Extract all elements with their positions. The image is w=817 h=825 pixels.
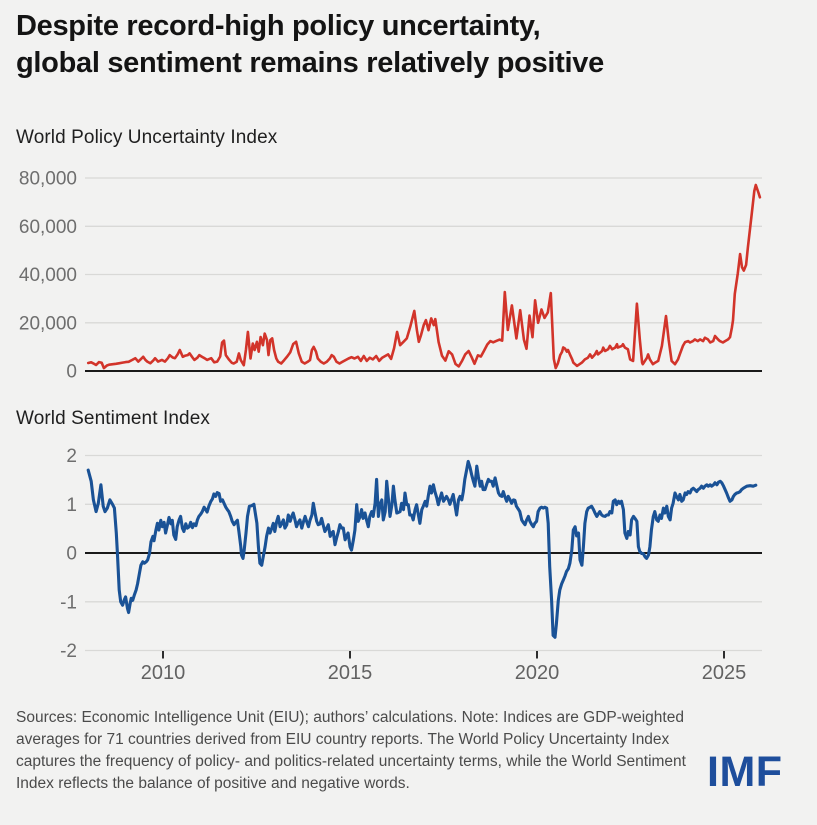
y-tick-label: 20,000: [19, 313, 77, 334]
y-tick-label: 2: [66, 446, 77, 467]
sentiment-line: [86, 459, 758, 639]
y-tick-label: -2: [60, 641, 77, 662]
source-note: Sources: Economic Intelligence Unit (EIU…: [16, 709, 686, 792]
sentiment-chart-title: World Sentiment Index: [16, 408, 210, 429]
policy-uncertainty-chart-title: World Policy Uncertainty Index: [16, 127, 278, 148]
y-tick-label: 60,000: [19, 217, 77, 238]
y-tick-label: 40,000: [19, 265, 77, 286]
sentiment-chart: -2 -1 0 1 2 2010 2015 2020 2025: [60, 446, 762, 684]
policy-uncertainty-chart: 0 20,000 40,000 60,000 80,000: [19, 169, 762, 383]
y-tick-label: 80,000: [19, 169, 77, 190]
y-tick-label: 0: [66, 362, 77, 383]
policy-uncertainty-line: [86, 183, 762, 370]
x-tick-label: 2015: [328, 662, 373, 684]
y-tick-label: -1: [60, 592, 77, 613]
x-tick-label: 2010: [141, 662, 186, 684]
figure-title-line1: Despite record-high policy uncertainty,: [16, 10, 541, 42]
x-tick-label: 2020: [515, 662, 560, 684]
imf-logo: IMF: [707, 748, 783, 796]
figure-title-line2: global sentiment remains relatively posi…: [16, 47, 604, 80]
figure-title: Despite record-high policy uncertainty, g…: [16, 8, 806, 82]
x-tick-label: 2025: [702, 662, 747, 684]
y-tick-label: 1: [66, 495, 77, 516]
y-tick-label: 0: [66, 544, 77, 565]
